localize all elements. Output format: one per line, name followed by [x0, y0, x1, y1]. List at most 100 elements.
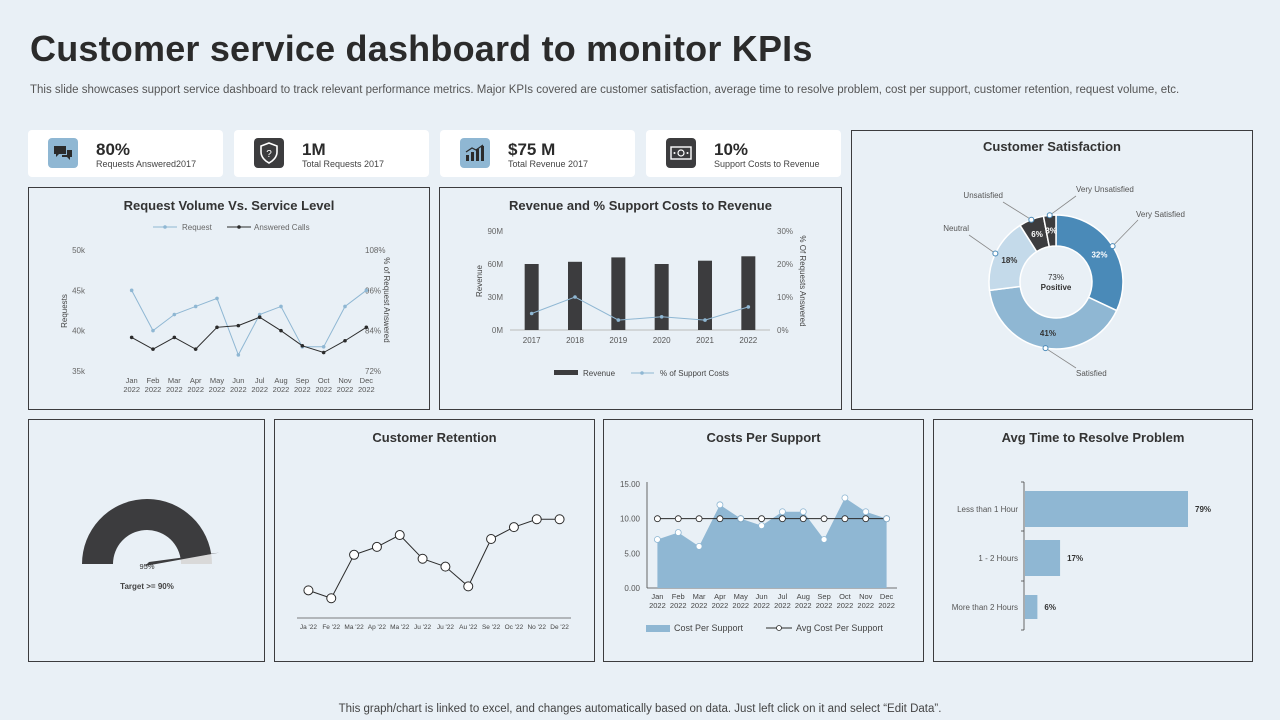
satisfaction-title: Customer Satisfaction [983, 139, 1121, 154]
x-tick-label: Apr [190, 376, 202, 385]
kpi-card-total-revenue: $75 M Total Revenue 2017 [440, 130, 635, 177]
x-tick-label: 2022 [187, 385, 204, 394]
legend-swatch-cost [646, 625, 670, 632]
data-point-avg-cost [695, 515, 703, 523]
data-point-retention [463, 581, 474, 592]
data-point-support-costs [616, 318, 621, 322]
data-point-answered [257, 315, 262, 320]
bar-revenue [698, 260, 712, 330]
data-point-cost [799, 508, 807, 516]
bar-resolve-time [1025, 540, 1061, 576]
data-point-retention [394, 530, 405, 541]
data-point-support-costs [703, 318, 707, 322]
y2-axis-label: % Of Requests Answered [798, 235, 807, 326]
slice-value-label: 18% [1001, 256, 1017, 265]
x-tick-label: 2022 [837, 601, 854, 610]
data-point-support-costs [529, 311, 534, 316]
y2-tick-label: 20% [777, 260, 793, 269]
series-line-request [131, 289, 367, 357]
data-point-request [129, 288, 134, 293]
slice-satisfied [988, 285, 1118, 350]
x-tick-label: Fe '22 [322, 624, 340, 631]
x-tick-label: Sep [817, 592, 830, 601]
x-tick-label: Jun [232, 376, 244, 385]
data-point-avg-cost [716, 515, 724, 523]
revenue-panel: Revenue and % Support Costs to Revenue 0… [439, 187, 842, 410]
x-tick-label: Aug [274, 376, 287, 385]
gauge-chart: 95% Target >= 90% [82, 499, 220, 591]
x-tick-label: Ju '22 [437, 624, 455, 631]
leader-dot [1042, 345, 1049, 352]
data-point-retention [531, 514, 542, 525]
kpi-label: Requests Answered2017 [96, 159, 197, 169]
donut-center-label: Positive [1041, 283, 1072, 292]
legend-label-cost: Cost Per Support [674, 623, 744, 633]
x-tick-label: Jul [255, 376, 265, 385]
data-point-avg-cost [820, 515, 828, 523]
gauge-value-label: 95% [139, 562, 154, 571]
gauge-target-label: Target >= 90% [120, 582, 174, 591]
data-point-retention [349, 549, 360, 560]
slice-name-label: Very Satisfied [1136, 210, 1185, 219]
legend-label-answered: Answered Calls [254, 223, 310, 232]
data-point-support-costs [746, 305, 751, 309]
data-point-avg-cost [654, 515, 661, 523]
x-tick-label: 2022 [753, 601, 770, 610]
data-point-request [215, 296, 219, 301]
data-point-answered [321, 350, 326, 355]
x-tick-label: 2022 [273, 385, 290, 394]
data-point-cost [654, 536, 661, 543]
x-tick-label: Nov [338, 376, 352, 385]
data-point-cost [674, 529, 682, 536]
x-tick-label: 2022 [732, 601, 749, 610]
data-point-cost [695, 543, 703, 550]
x-tick-label: Apr [714, 592, 726, 601]
x-tick-label: 2018 [566, 336, 584, 345]
x-tick-label: Au '22 [459, 624, 478, 631]
data-point-avg-cost [799, 515, 807, 523]
bar-chart-icon [460, 138, 490, 168]
legend-label-revenue: Revenue [583, 369, 616, 378]
x-tick-label: Ap '22 [368, 624, 387, 631]
data-point-request [172, 312, 177, 317]
data-point-request [257, 312, 262, 317]
slice-name-label: Satisfied [1076, 369, 1107, 378]
bar-value-label: 17% [1067, 554, 1083, 563]
x-tick-label: Dec [880, 592, 894, 601]
legend-label-avg: Avg Cost Per Support [796, 623, 883, 633]
y-tick-label: 0M [492, 326, 503, 335]
kpi-card-requests-answered: 80% Requests Answered2017 [28, 130, 223, 177]
x-tick-label: Feb [672, 592, 685, 601]
data-point-answered [215, 325, 219, 330]
x-tick-label: 2022 [230, 385, 247, 394]
slice-value-label: 6% [1031, 230, 1043, 239]
y-tick-label: 35k [72, 367, 86, 376]
data-point-support-costs [573, 295, 577, 299]
data-point-answered [151, 347, 155, 351]
x-tick-label: 2020 [653, 336, 671, 345]
bar-value-label: 79% [1195, 505, 1211, 514]
leader-dot [992, 250, 999, 257]
data-point-avg-cost [758, 515, 765, 523]
x-tick-label: 2022 [209, 385, 226, 394]
series-area-cost [657, 497, 887, 588]
bar-revenue [524, 264, 539, 330]
kpi-label: Total Revenue 2017 [508, 159, 589, 169]
y-tick-label: 30M [487, 293, 503, 302]
costs-panel: Costs Per Support 0.00 5.00 10.00 15.00 Jan 2… [603, 419, 924, 662]
y-tick-label: 40k [72, 327, 86, 336]
retention-panel: Customer Retention Ja '22 Fe '22 Ma '22 Ap … [274, 419, 595, 662]
data-point-answered [300, 343, 305, 348]
leader-dot [1109, 243, 1116, 250]
x-tick-label: Oc '22 [505, 624, 524, 631]
data-point-support-costs [659, 315, 664, 319]
x-tick-label: May [734, 592, 748, 601]
x-tick-label: Ma '22 [390, 624, 410, 631]
data-point-request [279, 304, 283, 309]
leader-line [1002, 201, 1032, 221]
y-tick-label: 0.00 [624, 584, 640, 593]
x-tick-label: 2022 [670, 601, 687, 610]
kpi-value: 10% [714, 140, 749, 159]
y-tick-label: 15.00 [620, 480, 641, 489]
bar-revenue [741, 256, 756, 330]
